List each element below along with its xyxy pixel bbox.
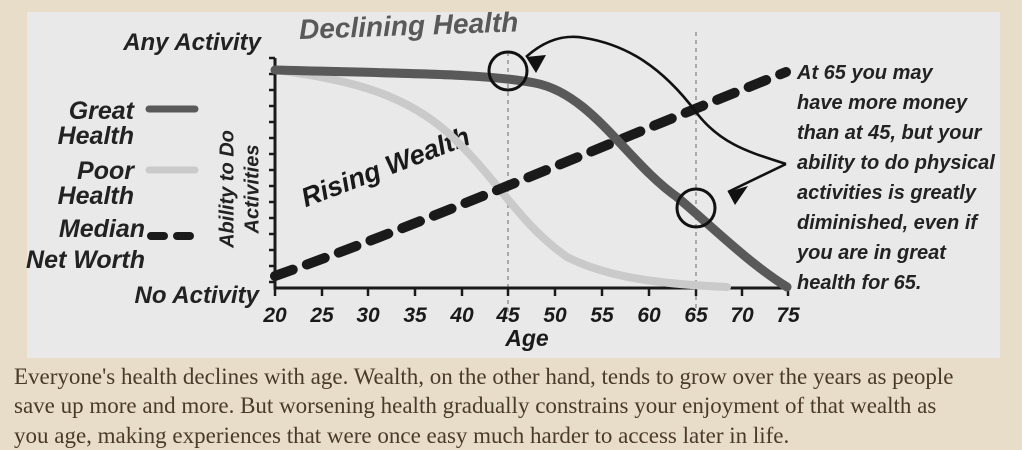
svg-text:35: 35 (403, 304, 427, 327)
svg-text:75: 75 (776, 304, 800, 327)
svg-text:70: 70 (730, 304, 754, 327)
svg-text:25: 25 (309, 304, 334, 327)
svg-text:40: 40 (449, 304, 474, 327)
svg-text:45: 45 (495, 304, 520, 327)
svg-text:60: 60 (637, 304, 661, 327)
svg-text:65: 65 (684, 304, 708, 327)
svg-text:Age: Age (504, 325, 549, 351)
svg-text:50: 50 (543, 304, 567, 327)
svg-text:20: 20 (262, 304, 287, 327)
svg-text:55: 55 (590, 304, 614, 327)
svg-text:30: 30 (356, 304, 380, 327)
